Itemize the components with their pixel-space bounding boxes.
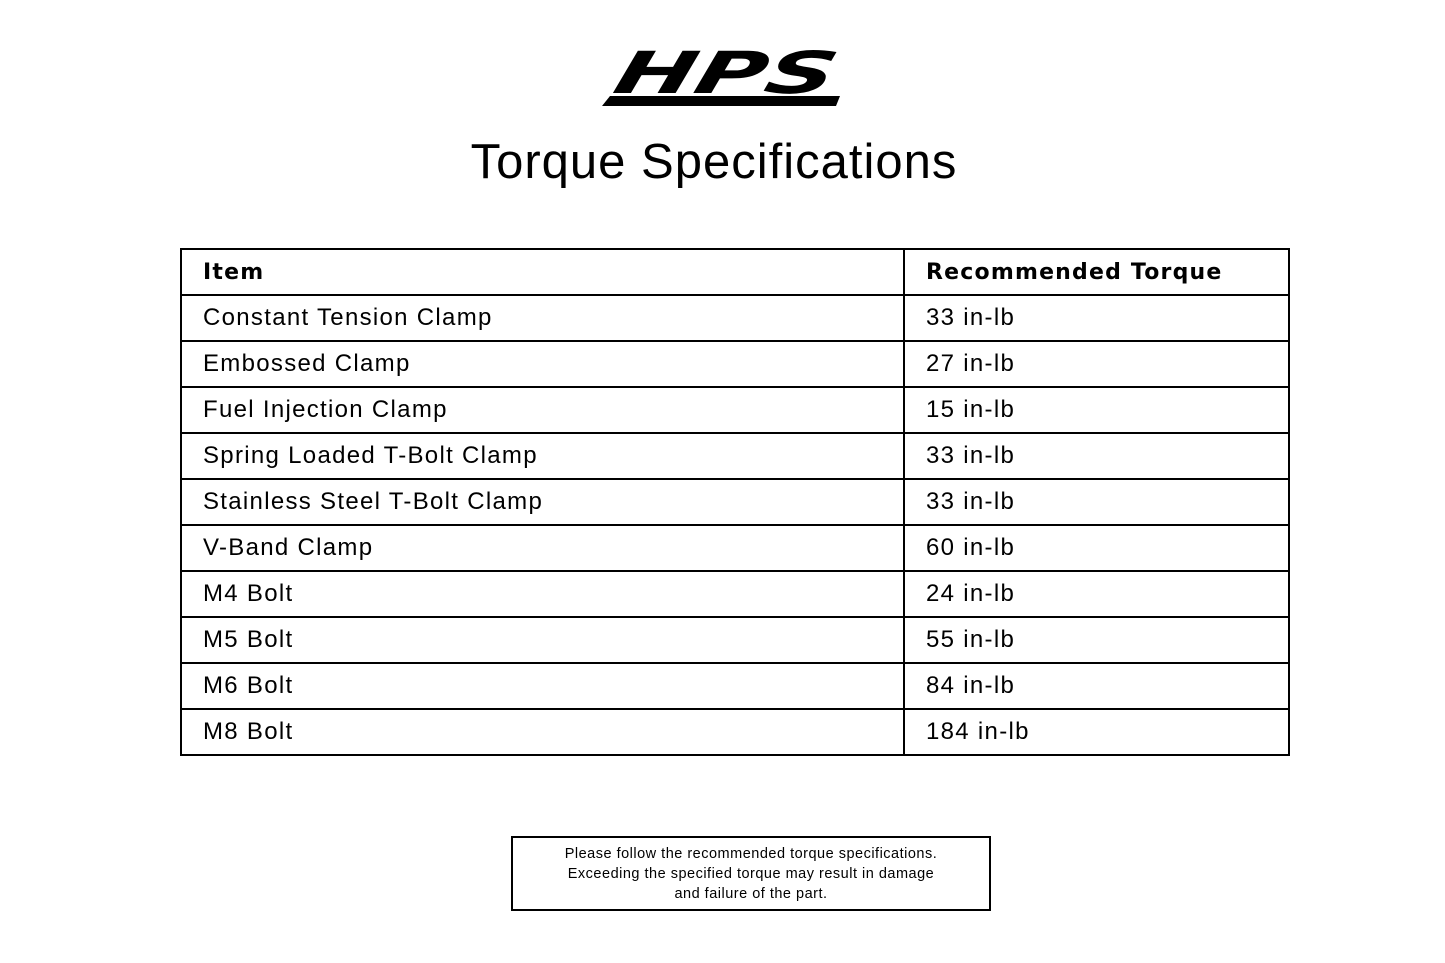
column-header-torque: Recommended Torque [903,248,1290,296]
item-cell: Fuel Injection Clamp [180,386,905,434]
torque-cell: 184 in-lb [903,708,1290,756]
table-row: Spring Loaded T-Bolt Clamp 33 in-lb [180,432,1290,480]
torque-cell: 33 in-lb [903,478,1290,526]
table-header-row: Item Recommended Torque [180,248,1290,296]
torque-cell: 33 in-lb [903,294,1290,342]
torque-cell: 27 in-lb [903,340,1290,388]
item-cell: Embossed Clamp [180,340,905,388]
table-row: Fuel Injection Clamp 15 in-lb [180,386,1290,434]
svg-text:HPS: HPS [607,44,845,107]
table-row: M5 Bolt 55 in-lb [180,616,1290,664]
item-cell: M5 Bolt [180,616,905,664]
table-row: M8 Bolt 184 in-lb [180,708,1290,756]
torque-cell: 33 in-lb [903,432,1290,480]
torque-cell: 55 in-lb [903,616,1290,664]
item-cell: Spring Loaded T-Bolt Clamp [180,432,905,480]
warning-note: Please follow the recommended torque spe… [511,836,991,911]
torque-table: Item Recommended Torque Constant Tension… [180,248,1290,756]
torque-cell: 84 in-lb [903,662,1290,710]
table-row: M4 Bolt 24 in-lb [180,570,1290,618]
torque-cell: 24 in-lb [903,570,1290,618]
table-row: V-Band Clamp 60 in-lb [180,524,1290,572]
item-cell: M6 Bolt [180,662,905,710]
page-title: Torque Specifications [470,135,958,189]
table-row: Stainless Steel T-Bolt Clamp 33 in-lb [180,478,1290,526]
torque-cell: 60 in-lb [903,524,1290,572]
table-row: M6 Bolt 84 in-lb [180,662,1290,710]
item-cell: M8 Bolt [180,708,905,756]
hps-logo: HPS [602,44,845,107]
column-header-item: Item [180,248,905,296]
table-row: Embossed Clamp 27 in-lb [180,340,1290,388]
item-cell: Stainless Steel T-Bolt Clamp [180,478,905,526]
item-cell: V-Band Clamp [180,524,905,572]
item-cell: M4 Bolt [180,570,905,618]
note-line: and failure of the part. [674,886,828,902]
table-row: Constant Tension Clamp 33 in-lb [180,294,1290,342]
note-line: Exceeding the specified torque may resul… [567,866,935,882]
note-line: Please follow the recommended torque spe… [564,846,938,862]
item-cell: Constant Tension Clamp [180,294,905,342]
torque-cell: 15 in-lb [903,386,1290,434]
